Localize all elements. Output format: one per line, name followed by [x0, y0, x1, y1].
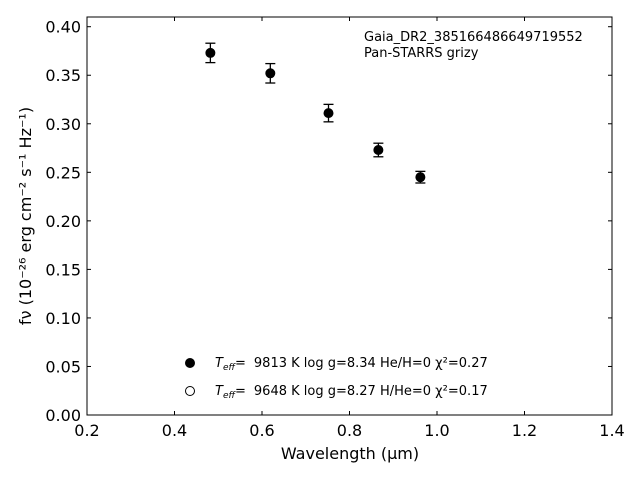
- y-axis: 0.00 0.05 0.10 0.15 0.20 0.25 0.30 0.35 0.40: [45, 18, 612, 425]
- x-tick-label: 0.4: [162, 421, 187, 440]
- legend-teff-symbol-1: T: [215, 356, 224, 371]
- data-point: [323, 108, 334, 119]
- y-tick-label: 0.05: [45, 357, 81, 376]
- legend-teff-symbol-2: T: [215, 384, 224, 399]
- annotation-object-id: Gaia_DR2_385166486649719552: [364, 30, 583, 45]
- data-point: [265, 68, 276, 79]
- x-tick-label: 0.2: [74, 421, 99, 440]
- legend-teff-sub-1: eff: [223, 363, 237, 373]
- y-tick-label: 0.25: [45, 163, 81, 182]
- x-tick-label: 1.0: [424, 421, 449, 440]
- y-tick-label: 0.20: [45, 212, 81, 231]
- data-point: [373, 144, 384, 155]
- x-tick-label: 0.8: [337, 421, 362, 440]
- legend-label-2: Teff= 9648 K log g=8.27 H/He=0 χ²=0.17: [215, 384, 488, 401]
- data-points: [205, 42, 426, 184]
- x-tick-label: 1.4: [599, 421, 624, 440]
- annotation-survey: Pan-STARRS grizy: [364, 46, 479, 61]
- legend-text-2: 9648 K log g=8.27 H/He=0 χ²=0.17: [254, 384, 488, 399]
- legend-text-1: 9813 K log g=8.34 He/H=0 χ²=0.27: [254, 356, 488, 371]
- legend-marker-open: [185, 386, 195, 396]
- data-point: [205, 47, 216, 58]
- y-tick-label: 0.10: [45, 309, 81, 328]
- legend-equals-1: =: [235, 356, 246, 371]
- legend-equals-2: =: [235, 384, 246, 399]
- legend: Teff= 9813 K log g=8.34 He/H=0 χ²=0.27 Te…: [185, 356, 488, 401]
- x-tick-label: 0.6: [249, 421, 274, 440]
- legend-marker-filled: [185, 358, 195, 368]
- data-point: [415, 172, 426, 183]
- legend-teff-sub-2: eff: [223, 391, 237, 401]
- y-tick-label: 0.30: [45, 115, 81, 134]
- x-axis: 0.2 0.4 0.6 0.8 1.0 1.2 1.4: [74, 17, 625, 440]
- y-tick-label: 0.00: [45, 406, 81, 425]
- legend-label-1: Teff= 9813 K log g=8.34 He/H=0 χ²=0.27: [215, 356, 488, 373]
- y-tick-label: 0.35: [45, 66, 81, 85]
- x-tick-label: 1.2: [512, 421, 537, 440]
- y-tick-label: 0.40: [45, 18, 81, 37]
- x-axis-label: Wavelength (μm): [281, 444, 419, 463]
- y-axis-label: fν (10⁻²⁶ erg cm⁻² s⁻¹ Hz⁻¹): [16, 107, 35, 325]
- y-tick-label: 0.15: [45, 260, 81, 279]
